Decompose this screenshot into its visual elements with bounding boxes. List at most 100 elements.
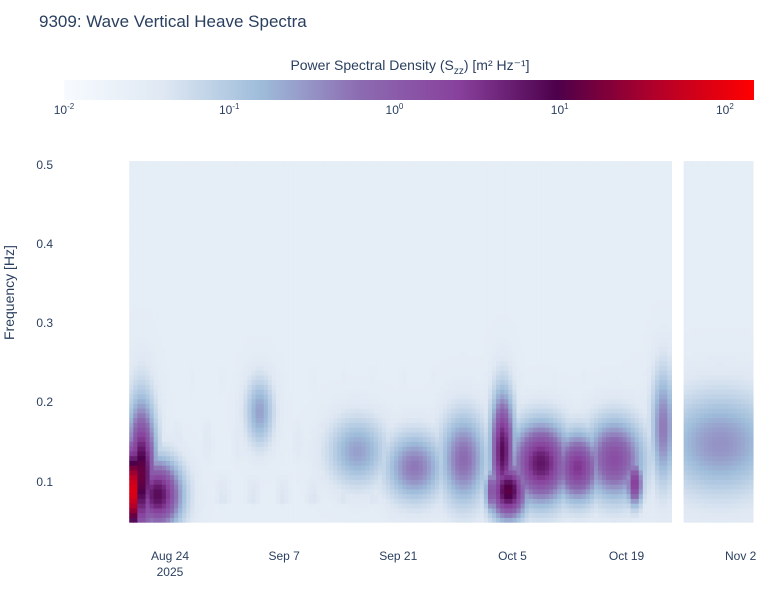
heatmap-cell	[231, 427, 236, 433]
heatmap-cell	[288, 251, 293, 257]
heatmap-cell	[210, 488, 216, 495]
heatmap-cell	[227, 294, 232, 300]
heatmap-cell	[174, 412, 179, 419]
heatmap-cell	[390, 355, 395, 362]
heatmap-cell	[328, 227, 334, 233]
heatmap-cell	[341, 184, 346, 191]
heatmap-cell	[210, 441, 216, 447]
heatmap-cell	[328, 417, 334, 423]
heatmap-cell	[349, 222, 355, 229]
heatmap-cell	[284, 379, 289, 385]
heatmap-cell	[141, 218, 147, 224]
heatmap-cell	[169, 450, 175, 457]
heatmap-cell	[316, 317, 322, 324]
heatmap-cell	[239, 403, 244, 409]
heatmap-cell	[194, 446, 200, 452]
heatmap-cell	[333, 175, 338, 181]
heatmap-cell	[361, 370, 367, 376]
heatmap-cell	[247, 431, 253, 438]
heatmap-cell	[149, 222, 155, 229]
heatmap-cell	[214, 512, 220, 518]
heatmap-cell	[214, 346, 220, 352]
heatmap-cell	[377, 446, 383, 452]
heatmap-cell	[308, 517, 314, 523]
heatmap-cell	[251, 403, 257, 409]
heatmap-cell	[198, 161, 204, 167]
heatmap-cell	[333, 161, 338, 167]
heatmap-cell	[247, 517, 253, 523]
heatmap-cell	[361, 180, 367, 186]
heatmap-cell	[174, 170, 179, 176]
heatmap-cell	[218, 370, 224, 376]
heatmap-cell	[202, 379, 208, 385]
heatmap-cell	[169, 222, 175, 229]
heatmap-cell	[288, 341, 293, 347]
heatmap-cell	[247, 298, 253, 305]
heatmap-cell	[222, 517, 228, 523]
heatmap-cell	[210, 218, 216, 224]
heatmap-cell	[292, 408, 297, 414]
heatmap-cell	[247, 165, 253, 172]
heatmap-cell	[169, 180, 175, 186]
heatmap-cell	[328, 493, 334, 499]
heatmap-cell	[133, 427, 138, 433]
heatmap-cell	[316, 436, 322, 442]
heatmap-cell	[324, 474, 330, 480]
heatmap-cell	[284, 460, 289, 466]
heatmap-cell	[292, 507, 297, 514]
heatmap-cell	[381, 517, 387, 523]
heatmap-cell	[161, 512, 167, 518]
heatmap-cell	[328, 170, 334, 176]
heatmap-cell	[169, 493, 175, 499]
heatmap-cell	[280, 360, 285, 366]
heatmap-cell	[214, 469, 220, 476]
heatmap-cell	[345, 184, 350, 191]
heatmap-cell	[149, 327, 155, 333]
heatmap-cell	[275, 374, 281, 381]
heatmap-cell	[149, 341, 155, 347]
heatmap-cell	[255, 427, 261, 433]
heatmap-cell	[271, 175, 277, 181]
heatmap-cell	[386, 189, 391, 195]
heatmap-cell	[161, 251, 167, 257]
heatmap-cell	[394, 512, 399, 518]
heatmap-cell	[288, 393, 293, 400]
heatmap-cell	[218, 308, 224, 314]
heatmap-cell	[316, 175, 322, 181]
heatmap-cell	[345, 412, 350, 419]
heatmap-cell	[190, 170, 196, 176]
heatmap-cell	[349, 346, 355, 352]
heatmap-cell	[129, 308, 134, 314]
heatmap-cell	[247, 422, 253, 428]
heatmap-cell	[145, 189, 151, 195]
heatmap-cell	[129, 441, 134, 447]
heatmap-cell	[292, 460, 297, 466]
heatmap-cell	[284, 256, 289, 262]
heatmap-cell	[174, 360, 179, 366]
heatmap-cell	[324, 208, 330, 214]
heatmap-cell	[390, 450, 395, 457]
heatmap-cell	[133, 284, 138, 290]
heatmap-cell	[231, 355, 236, 362]
heatmap-cell	[161, 322, 167, 328]
heatmap-cell	[259, 213, 265, 219]
heatmap-cell	[194, 370, 200, 376]
heatmap-cell	[255, 317, 261, 324]
heatmap-cell	[328, 298, 334, 305]
heatmap-cell	[218, 441, 224, 447]
heatmap-cell	[308, 512, 314, 518]
heatmap-cell	[292, 189, 297, 195]
heatmap-cell	[271, 393, 277, 400]
heatmap-cell	[304, 222, 310, 229]
heatmap-cell	[231, 341, 236, 347]
heatmap-cell	[267, 284, 273, 290]
heatmap-cell	[222, 360, 228, 366]
heatmap-cell	[222, 441, 228, 447]
heatmap-cell	[377, 403, 383, 409]
heatmap-cell	[149, 265, 155, 271]
heatmap-cell	[259, 270, 265, 276]
heatmap-cell	[141, 232, 147, 238]
heatmap-cell	[161, 189, 167, 195]
heatmap-cell	[386, 256, 391, 262]
